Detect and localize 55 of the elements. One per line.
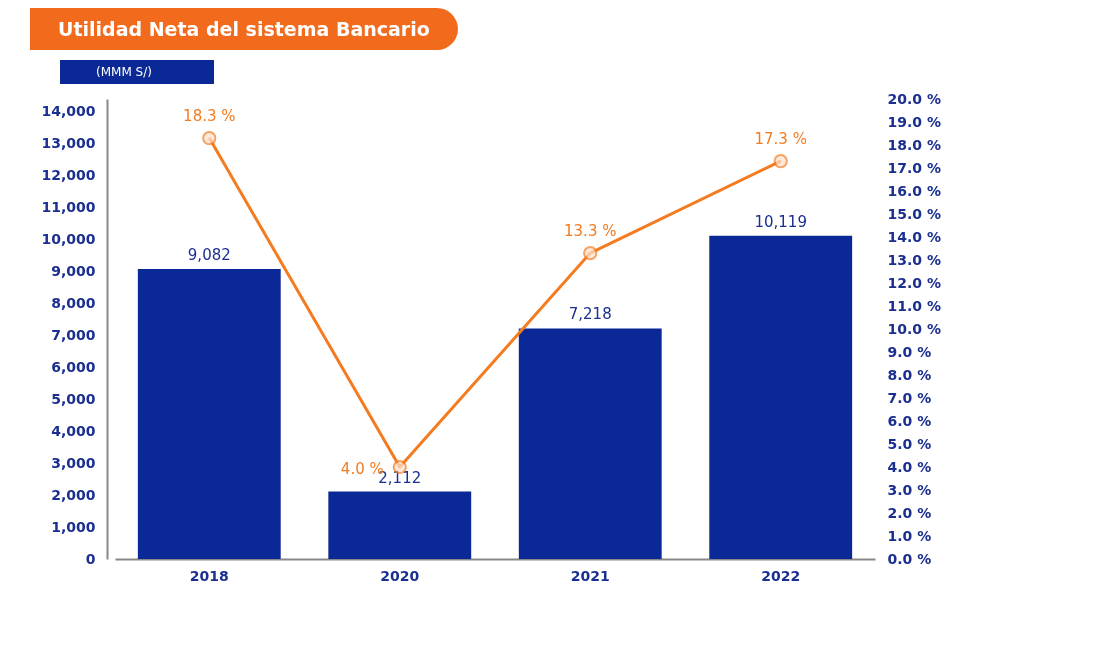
data-label: 9,082 [187,245,231,264]
y2-tick-label: 4.0 % [887,458,932,475]
y-tick-label: 7,000 [51,326,96,343]
y2-tick-label: 2.0 % [887,504,932,521]
y-tick-label: 9,000 [51,263,96,279]
bar [518,328,662,559]
y-tick-label: 1,000 [51,518,96,535]
y2-tick-label: 19.0 % [887,113,941,130]
y2-tick-label: 14.0 % [887,228,941,245]
x-tick-label: 2022 [761,567,801,584]
y2-tick-label: 20.0 % [887,90,941,107]
chart-subtitle: (MMM S/) [60,60,214,84]
y2-tick-label: 16.0 % [887,182,941,199]
y2-tick-label: 13.0 % [887,251,941,268]
y2-tick-label: 10.0 % [887,320,941,337]
y2-tick-label: 8.0 % [887,366,932,383]
y2-tick-label: 15.0 % [887,205,941,222]
y2-tick-label: 7.0 % [887,389,932,406]
data-label: 18.3 % [183,107,236,126]
y-tick-label: 11,000 [41,199,96,216]
point [583,245,598,261]
y-tick-label: 6,000 [51,358,96,375]
y-tick-label: 13,000 [41,135,96,152]
y2-tick-label: 0.0 % [887,550,932,567]
y-tick-label: 14,000 [41,103,96,120]
point [202,130,217,146]
y-tick-label: 5,000 [51,390,96,407]
y-tick-label: 2,000 [51,486,96,503]
y-tick-label: 3,000 [51,454,96,471]
x-tick-label: 2021 [570,567,610,584]
bar [709,235,853,559]
y-tick-label: 12,000 [41,167,96,184]
y2-tick-label: 1.0 % [887,527,932,544]
y2-tick-label: 5.0 % [887,435,932,452]
data-label: 13.3 % [564,222,617,241]
y-tick-label: 0 [85,550,96,567]
bar [137,268,281,559]
y2-tick-label: 17.0 % [887,159,941,176]
bar [328,491,472,559]
data-label: 17.3 % [754,130,807,149]
x-tick-label: 2018 [189,567,229,584]
y2-tick-label: 18.0 % [887,136,941,153]
y2-tick-label: 11.0 % [887,297,941,314]
data-label: 7,218 [568,305,612,324]
chart-title: Utilidad Neta del sistema Bancario [30,8,458,50]
y-tick-label: 8,000 [51,294,96,311]
point [773,153,788,169]
y2-tick-label: 12.0 % [887,274,941,291]
y2-tick-label: 3.0 % [887,481,932,498]
x-tick-label: 2020 [380,567,420,584]
y-tick-label: 4,000 [51,422,96,439]
y2-tick-label: 9.0 % [887,343,932,360]
y2-tick-label: 6.0 % [887,412,932,429]
data-label: 10,119 [754,212,807,231]
y-tick-label: 10,000 [41,231,96,248]
